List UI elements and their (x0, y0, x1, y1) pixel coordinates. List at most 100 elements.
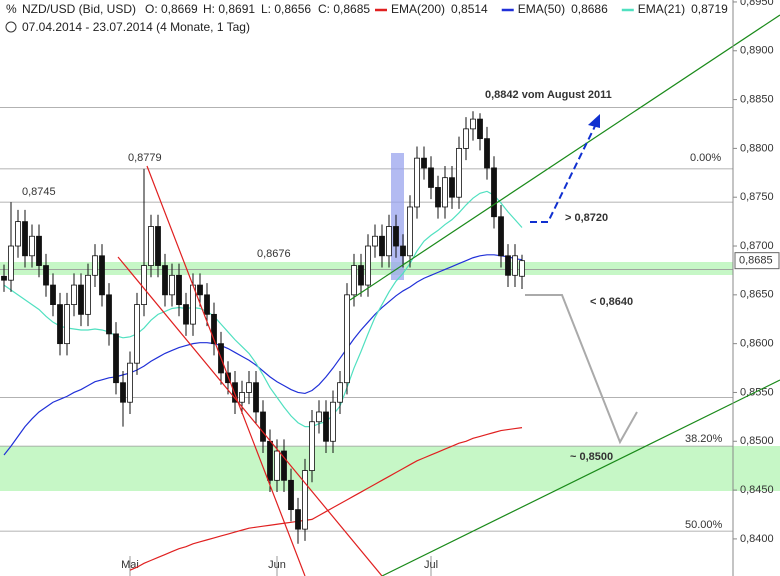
candle-body (113, 333, 119, 384)
candle-body (85, 274, 91, 315)
candle-body (407, 206, 413, 257)
candle-body (148, 226, 154, 266)
candle-body (309, 421, 315, 471)
candle-body (267, 440, 273, 481)
candle-body (260, 411, 266, 442)
price-tag-label: 0,8685 (739, 255, 773, 267)
y-tick-label: 0,8850 (740, 93, 774, 105)
legend-value: 0,8719 (691, 2, 728, 16)
candle-body (8, 245, 14, 281)
ohlc: H: 0,8691 (203, 2, 255, 16)
candle-body (120, 382, 126, 403)
candle-body (365, 245, 371, 286)
trendline (349, 14, 780, 301)
candle-body (316, 411, 322, 423)
ema-line (129, 427, 523, 571)
arrow-head (588, 114, 600, 128)
candle-body (400, 245, 406, 257)
annotation: > 0,8720 (565, 212, 608, 224)
candle-body (379, 235, 385, 257)
candle-body (351, 265, 357, 296)
candle-body (253, 382, 259, 413)
candle-body (274, 450, 280, 481)
candle-body (232, 382, 238, 403)
annotation: 50.00% (685, 519, 723, 531)
candle-body (1, 275, 7, 281)
annotation: 0.00% (690, 152, 721, 164)
candle-body (372, 235, 378, 247)
x-tick-label: Mai (121, 559, 139, 571)
zone (0, 446, 780, 491)
candle-body (421, 157, 427, 169)
candle-body (519, 260, 525, 277)
candle-body (50, 284, 56, 305)
annotation: 0,8745 (22, 186, 56, 198)
candle-body (435, 187, 441, 208)
candle-body (155, 226, 161, 266)
candle-body (99, 255, 105, 296)
candle-body (134, 304, 140, 364)
x-tick-label: Jul (424, 559, 438, 571)
clock-icon (5, 21, 17, 33)
ohlc: O: 0,8669 (145, 2, 198, 16)
candle-body (92, 255, 98, 276)
candle-body (337, 382, 343, 403)
candle-body (29, 235, 35, 257)
legend-label: EMA(200) (391, 2, 445, 16)
candle-body (477, 118, 483, 140)
candle-body (428, 167, 434, 188)
legend-value: 0,8514 (451, 2, 488, 16)
candle-body (71, 284, 77, 305)
candle-body (386, 226, 392, 257)
y-tick-label: 0,8950 (740, 0, 774, 8)
annotation: 0,8676 (257, 248, 291, 260)
legend-label: EMA(50) (518, 2, 565, 16)
candle-body (498, 216, 504, 257)
trendline (146, 165, 306, 576)
candle-body (449, 177, 455, 198)
candle-body (288, 479, 294, 511)
candle-body (43, 265, 49, 286)
candle-body (127, 362, 133, 403)
candle-body (239, 392, 245, 403)
candle-body (57, 304, 63, 345)
y-tick-label: 0,8650 (740, 289, 774, 301)
legend-value: 0,8686 (571, 2, 608, 16)
y-tick-label: 0,8800 (740, 142, 774, 154)
y-tick-label: 0,8750 (740, 191, 774, 203)
candle-body (78, 284, 84, 315)
candle-body (463, 128, 469, 149)
legend-label: EMA(21) (638, 2, 685, 16)
chart-title: NZD/USD (Bid, USD) (22, 2, 136, 16)
ohlc: C: 0,8685 (318, 2, 370, 16)
forecast-arrow (530, 119, 599, 223)
trendline (381, 379, 780, 576)
y-tick-label: 0,8700 (740, 240, 774, 252)
annotation: < 0,8640 (590, 296, 633, 308)
annotation: 0,8842 vom August 2011 (485, 89, 612, 101)
highlight (391, 153, 404, 280)
candle-body (344, 294, 350, 384)
x-tick-label: Jun (268, 559, 286, 571)
candle-body (512, 255, 518, 276)
candle-body (246, 382, 252, 393)
candle-body (204, 294, 210, 315)
candle-body (295, 509, 301, 530)
candle-body (484, 138, 490, 169)
candle-body (197, 284, 203, 296)
ema-line (3, 254, 523, 456)
y-tick-label: 0,8600 (740, 338, 774, 350)
y-tick-label: 0,8400 (740, 533, 774, 545)
ema-line (3, 190, 523, 428)
annotation: 38.20% (685, 433, 723, 445)
candle-body (442, 177, 448, 208)
candle-body (456, 147, 462, 198)
y-tick-label: 0,8900 (740, 45, 774, 57)
forecast-path (525, 294, 638, 445)
candle-body (323, 411, 329, 442)
candle-body (281, 450, 287, 481)
chart-icon: % (6, 2, 17, 16)
trendline (117, 256, 383, 576)
candle-body (169, 274, 175, 296)
